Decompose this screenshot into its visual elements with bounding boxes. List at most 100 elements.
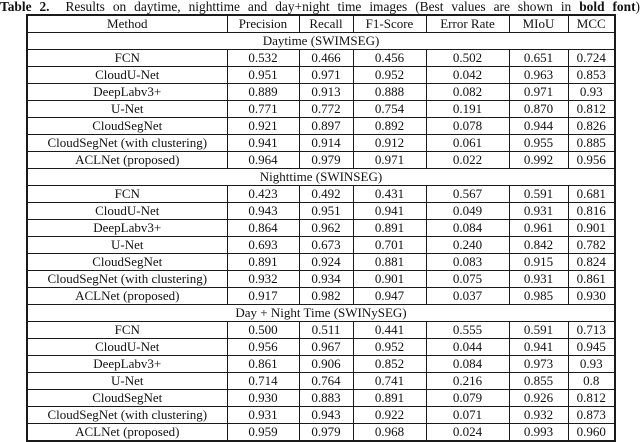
table-row: ACLNet (proposed) 0.917 0.982 0.947 0.037 0.9…: [26, 287, 616, 305]
value-cell: 0.963: [508, 66, 569, 84]
value-cell: 0.915: [508, 253, 569, 271]
value-cell: 0.591: [508, 321, 569, 339]
method-cell: CloudU-Net: [26, 202, 228, 220]
value-cell: 0.423: [226, 185, 300, 203]
column-header-mcc: MCC: [567, 14, 616, 33]
value-cell: 0.931: [508, 202, 569, 220]
value-cell: 0.901: [352, 270, 427, 288]
value-cell: 0.024: [425, 423, 510, 442]
value-cell: 0.931: [508, 270, 569, 288]
method-cell: FCN: [26, 49, 228, 67]
value-cell: 0.891: [352, 389, 427, 407]
column-header-method: Method: [26, 14, 228, 33]
value-cell: 0.951: [298, 202, 354, 220]
value-cell: 0.084: [425, 219, 510, 237]
results-table: Method Precision Recall F1-Score Error Rate M…: [26, 14, 616, 442]
table-row: FCN 0.423 0.492 0.431 0.567 0.591 0.681: [26, 185, 616, 203]
table-row: CloudU-Net 0.943 0.951 0.941 0.049 0.931 0.816: [26, 202, 616, 220]
value-cell: 0.93: [567, 355, 616, 373]
value-cell: 0.943: [298, 406, 354, 424]
header-row: Method Precision Recall F1-Score Error Rate M…: [26, 14, 616, 33]
method-cell: U-Net: [26, 100, 228, 118]
value-cell: 0.764: [298, 372, 354, 390]
section-row: Daytime (SWIMSEG): [26, 32, 616, 50]
value-cell: 0.906: [298, 355, 354, 373]
method-cell: ACLNet (proposed): [26, 423, 228, 442]
value-cell: 0.855: [508, 372, 569, 390]
value-cell: 0.022: [425, 151, 510, 169]
value-cell: 0.973: [508, 355, 569, 373]
results-table-body: Daytime (SWIMSEG) FCN 0.532 0.466 0.456 0.502…: [26, 32, 616, 442]
value-cell: 0.964: [226, 151, 300, 169]
value-cell: 0.924: [298, 253, 354, 271]
value-cell: 0.961: [508, 219, 569, 237]
value-cell: 0.962: [298, 219, 354, 237]
value-cell: 0.049: [425, 202, 510, 220]
section-header: Day + Night Time (SWINySEG): [26, 304, 616, 322]
value-cell: 0.941: [352, 202, 427, 220]
table-row: U-Net 0.714 0.764 0.741 0.216 0.855 0.8: [26, 372, 616, 390]
method-cell: DeepLabv3+: [26, 219, 228, 237]
value-cell: 0.993: [508, 423, 569, 442]
table-row: DeepLabv3+ 0.864 0.962 0.891 0.084 0.961 0.901: [26, 219, 616, 237]
value-cell: 0.956: [567, 151, 616, 169]
value-cell: 0.724: [567, 49, 616, 67]
value-cell: 0.956: [226, 338, 300, 356]
table-caption-emphasis: bold font: [579, 0, 636, 14]
value-cell: 0.741: [352, 372, 427, 390]
method-cell: CloudSegNet (with clustering): [26, 270, 228, 288]
value-cell: 0.824: [567, 253, 616, 271]
value-cell: 0.037: [425, 287, 510, 305]
value-cell: 0.982: [298, 287, 354, 305]
value-cell: 0.941: [508, 338, 569, 356]
value-cell: 0.944: [508, 117, 569, 135]
value-cell: 0.826: [567, 117, 616, 135]
method-cell: DeepLabv3+: [26, 83, 228, 101]
value-cell: 0.945: [567, 338, 616, 356]
value-cell: 0.888: [352, 83, 427, 101]
value-cell: 0.971: [508, 83, 569, 101]
value-cell: 0.861: [226, 355, 300, 373]
value-cell: 0.914: [298, 134, 354, 152]
table-row: FCN 0.500 0.511 0.441 0.555 0.591 0.713: [26, 321, 616, 339]
value-cell: 0.191: [425, 100, 510, 118]
value-cell: 0.992: [508, 151, 569, 169]
table-row: CloudSegNet 0.930 0.883 0.891 0.079 0.926 0.81…: [26, 389, 616, 407]
column-header-precision: Precision: [226, 14, 300, 33]
value-cell: 0.952: [352, 66, 427, 84]
value-cell: 0.985: [508, 287, 569, 305]
value-cell: 0.864: [226, 219, 300, 237]
table-caption-suffix: ): [635, 0, 640, 14]
value-cell: 0.941: [226, 134, 300, 152]
value-cell: 0.967: [298, 338, 354, 356]
table-caption-label: Table 2.: [0, 0, 50, 14]
value-cell: 0.873: [567, 406, 616, 424]
value-cell: 0.772: [298, 100, 354, 118]
method-cell: FCN: [26, 185, 228, 203]
method-cell: CloudSegNet (with clustering): [26, 134, 228, 152]
value-cell: 0.959: [226, 423, 300, 442]
method-cell: CloudSegNet: [26, 389, 228, 407]
method-cell: DeepLabv3+: [26, 355, 228, 373]
value-cell: 0.713: [567, 321, 616, 339]
value-cell: 0.930: [567, 287, 616, 305]
value-cell: 0.532: [226, 49, 300, 67]
column-header-error-rate: Error Rate: [425, 14, 510, 33]
column-header-f1-score: F1-Score: [352, 14, 427, 33]
value-cell: 0.913: [298, 83, 354, 101]
method-cell: CloudSegNet: [26, 253, 228, 271]
value-cell: 0.771: [226, 100, 300, 118]
table-row: CloudU-Net 0.956 0.967 0.952 0.044 0.941 0.945: [26, 338, 616, 356]
value-cell: 0.883: [298, 389, 354, 407]
table-row: CloudSegNet 0.921 0.897 0.892 0.078 0.944 0.82…: [26, 117, 616, 135]
value-cell: 0.971: [298, 66, 354, 84]
value-cell: 0.932: [508, 406, 569, 424]
value-cell: 0.456: [352, 49, 427, 67]
table-row: U-Net 0.693 0.673 0.701 0.240 0.842 0.782: [26, 236, 616, 254]
value-cell: 0.947: [352, 287, 427, 305]
section-header: Daytime (SWIMSEG): [26, 32, 616, 50]
value-cell: 0.216: [425, 372, 510, 390]
value-cell: 0.084: [425, 355, 510, 373]
method-cell: U-Net: [26, 372, 228, 390]
value-cell: 0.782: [567, 236, 616, 254]
